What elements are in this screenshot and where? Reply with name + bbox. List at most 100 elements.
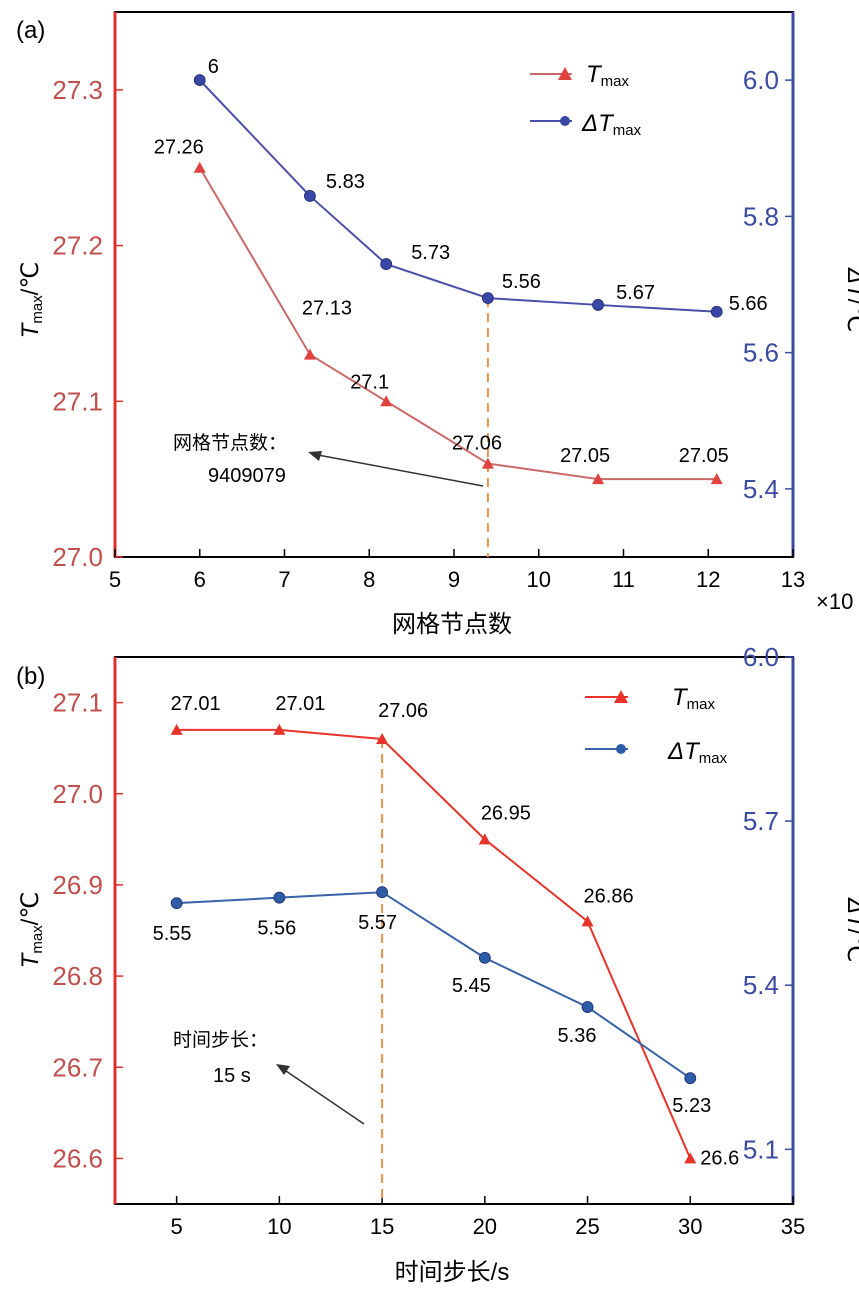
- left-y-tick-label: 27.0: [52, 779, 103, 809]
- legend-b-tmax-marker: [614, 690, 628, 703]
- x-tick-label: 9: [448, 567, 460, 592]
- tmax-point: [481, 457, 494, 469]
- panel-b-x-label: 时间步长/s: [395, 1259, 510, 1286]
- right-y-tick-label: 5.7: [743, 806, 779, 836]
- dtmax-data-label: 5.36: [558, 1025, 597, 1047]
- tmax-data-label: 27.01: [275, 693, 325, 715]
- x-tick-label: 13: [781, 567, 805, 592]
- dtmax-data-label: 5.45: [452, 975, 491, 997]
- right-y-tick-label: 5.4: [743, 474, 779, 504]
- x-tick-label: 6: [194, 567, 206, 592]
- series-line-tmax: [198, 167, 717, 481]
- left-y-tick-label: 26.9: [52, 870, 103, 900]
- panel-b-x-ticks: 5 10 15 20 25 30 35: [171, 1196, 805, 1239]
- panel-b-left-y-label: Tmax/℃: [17, 892, 46, 969]
- legend-a-tmax-marker: [558, 67, 572, 80]
- dtmax-data-label: 5.55: [153, 923, 192, 945]
- tmax-data-label: 27.26: [154, 137, 204, 159]
- legend-b-dtmax: ΔTmax: [667, 738, 728, 767]
- tmax-data-label: 26.6: [700, 1147, 739, 1169]
- panel-b-left-ticks: 26.6 26.7 26.8 26.9 27.0 27.1: [52, 688, 123, 1173]
- x-tick-label: 35: [781, 1214, 805, 1239]
- legend-a-dtmax: ΔTmax: [581, 110, 642, 139]
- panel-a-annotation: 网格节点数： 9409079: [173, 432, 484, 487]
- tmax-point: [273, 723, 286, 735]
- x-tick-label: 10: [527, 567, 551, 592]
- panel-a: (a) 5 6 7 8 9 10 11 12 13 27.027.127.227.3 5.45.…: [16, 11, 859, 638]
- panel-a-data-labels: 27.26 27.13 27.1 27.06 27.05 27.05 6 5.83 5.73 5.…: [154, 56, 768, 467]
- dtmax-point: [380, 258, 393, 270]
- panel-a-annotation-line1: 网格节点数：: [173, 432, 287, 454]
- left-y-tick-label: 26.6: [52, 1143, 103, 1173]
- tmax-data-label: 27.05: [560, 445, 610, 467]
- panel-b-series: [170, 723, 697, 1164]
- series-line-tmax: [176, 728, 692, 1159]
- panel-a-left-y-label: Tmax/℃: [17, 262, 46, 339]
- x-tick-label: 7: [278, 567, 290, 592]
- right-y-tick-label: 5.8: [743, 201, 779, 231]
- right-y-tick-label: 5.1: [743, 1134, 779, 1164]
- tmax-point: [170, 723, 183, 735]
- dtmax-data-label: 6: [208, 56, 219, 78]
- dtmax-data-label: 5.56: [502, 271, 541, 293]
- dtmax-point: [193, 74, 206, 87]
- dtmax-point: [273, 891, 286, 904]
- left-y-tick-label: 27.2: [52, 231, 103, 261]
- tmax-point: [303, 348, 316, 360]
- panel-b-data-labels: 27.01 27.01 27.06 26.95 26.86 26.6 5.55 5.56 5.5…: [153, 693, 740, 1169]
- tmax-data-label: 27.05: [679, 445, 729, 467]
- tmax-point: [380, 395, 393, 407]
- right-y-tick-label: 5.6: [743, 338, 779, 368]
- panel-b-arrowhead: [276, 1064, 290, 1075]
- legend-b-tmax: Tmax: [672, 684, 716, 713]
- dtmax-point: [304, 190, 316, 202]
- x-tick-label: 25: [575, 1214, 599, 1239]
- dtmax-point: [376, 886, 388, 899]
- dtmax-data-label: 5.57: [358, 912, 397, 934]
- panel-a-x-label: 网格节点数: [392, 611, 512, 638]
- dtmax-data-label: 5.73: [411, 242, 450, 264]
- tmax-point: [684, 1152, 697, 1164]
- dtmax-point: [710, 305, 723, 318]
- tmax-data-label: 26.95: [481, 802, 531, 824]
- tmax-data-label: 27.13: [302, 298, 352, 320]
- dtmax-point: [170, 897, 183, 910]
- x-tick-label: 8: [363, 567, 375, 592]
- right-y-tick-label: 5.4: [743, 970, 779, 1000]
- dtmax-data-label: 5.83: [326, 171, 365, 193]
- x-tick-label: 11: [612, 567, 635, 592]
- panel-a-arrowhead: [308, 451, 322, 461]
- tmax-data-label: 27.06: [452, 433, 502, 455]
- panel-a-right-ticks: 5.4 5.6 5.8 6.0: [743, 65, 793, 504]
- dtmax-data-label: 5.56: [257, 918, 296, 940]
- panel-b-annotation: 时间步长： 15 s: [173, 1029, 365, 1125]
- panel-a-left-ticks: 27.0 27.1 27.2 27.3: [52, 75, 123, 572]
- x-tick-label: 20: [473, 1214, 497, 1239]
- tmax-point: [478, 833, 491, 845]
- legend-b-dtmax-marker: [616, 744, 626, 754]
- panel-b-plot-area: [113, 656, 795, 1205]
- dtmax-point: [478, 951, 491, 964]
- dtmax-data-label: 5.66: [729, 293, 768, 315]
- x-tick-label: 12: [696, 567, 720, 592]
- panel-a-label: (a): [16, 17, 45, 44]
- tmax-point: [592, 473, 605, 485]
- left-y-tick-label: 26.8: [52, 961, 103, 991]
- tmax-data-label: 27.1: [350, 371, 389, 393]
- tmax-data-label: 27.06: [378, 700, 428, 722]
- right-y-tick-label: 6.0: [743, 65, 779, 95]
- left-y-tick-label: 27.1: [52, 688, 103, 718]
- panel-a-annotation-arrow: [317, 454, 484, 487]
- panel-b: (b) 5 10 15 20 25 30 35 26.6 26.7 26.8 26.9 27.0 27…: [16, 642, 859, 1286]
- dtmax-point: [684, 1072, 697, 1085]
- x-tick-label: 15: [370, 1214, 394, 1239]
- left-y-tick-label: 27.3: [52, 75, 103, 105]
- panel-a-right-y-label: ΔT/℃: [842, 267, 859, 332]
- series-line-dtmax: [176, 891, 691, 1080]
- tmax-point: [581, 915, 594, 927]
- panel-b-annotation-arrow: [285, 1070, 365, 1125]
- tmax-data-label: 26.86: [584, 885, 634, 907]
- dtmax-data-label: 5.67: [616, 282, 655, 304]
- x-tick-label: 5: [171, 1214, 183, 1239]
